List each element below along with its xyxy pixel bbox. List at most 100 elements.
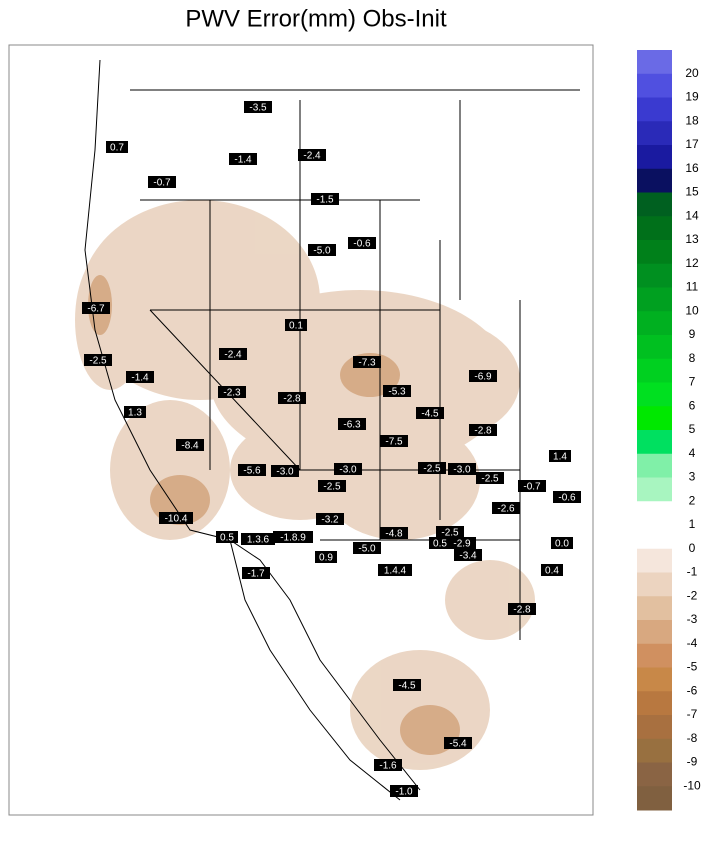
station-label-bg [416, 407, 444, 419]
station-label: -6.9 [474, 372, 492, 383]
colorbar-label: -1 [687, 565, 698, 579]
station-label-bg [518, 480, 546, 492]
colorbar-label: 17 [685, 137, 699, 151]
colorbar-label: 9 [689, 327, 696, 341]
station-label-bg [229, 153, 257, 165]
colorbar: 20191817161514131211109876543210-1-2-3-4… [637, 50, 701, 811]
colorbar-label: 4 [689, 446, 696, 460]
station-label-bg [448, 537, 476, 549]
station-label-bg [448, 463, 476, 475]
station-label-bg [454, 549, 482, 561]
station-label-bg [541, 564, 563, 576]
colorbar-segment [637, 501, 672, 526]
station-labels: -3.5 0.7 -1.4 -2.4 -0.7 -1.5 -0.6 -5.0 -6.7 0.1 -2… [82, 101, 581, 798]
colorbar-label: -7 [687, 707, 698, 721]
colorbar-label: 10 [685, 303, 699, 317]
station-label: -10.4 [165, 514, 188, 525]
station-label-bg [298, 149, 326, 161]
colorbar-segment [637, 263, 672, 288]
station-label: -4.5 [398, 681, 416, 692]
station-label-bg [374, 759, 402, 771]
station-label-bg [348, 237, 376, 249]
station-label: -2.5 [441, 528, 459, 539]
station-label-bg [238, 464, 266, 476]
colorbar-label: 15 [685, 185, 699, 199]
colorbar-segment [637, 240, 672, 265]
station-label-bg [334, 463, 362, 475]
colorbar-segment [637, 762, 672, 787]
station-label-bg [148, 176, 176, 188]
station-label: -5.0 [358, 544, 376, 555]
station-label: 0.4 [545, 566, 559, 577]
station-label: -3.4 [459, 551, 477, 562]
colorbar-label: -10 [683, 778, 701, 792]
station-label-bg [82, 302, 110, 314]
station-label-bg [469, 370, 497, 382]
colorbar-label: -8 [687, 731, 698, 745]
station-label: -1.6 [379, 761, 397, 772]
colorbar-label: 16 [685, 161, 699, 175]
colorbar-segment [637, 121, 672, 146]
station-label-bg [241, 533, 275, 545]
colorbar-segment [637, 786, 672, 811]
colorbar-segment [637, 335, 672, 360]
colorbar-label: -9 [687, 755, 698, 769]
station-label: -2.8 [474, 426, 492, 437]
colorbar-segment [637, 572, 672, 597]
colorbar-segment [637, 73, 672, 98]
station-label-bg [476, 472, 504, 484]
station-label: -6.3 [343, 420, 361, 431]
colorbar-label: 3 [689, 470, 696, 484]
colorbar-segment [637, 525, 672, 550]
colorbar-segment [637, 216, 672, 241]
colorbar-segment [637, 406, 672, 431]
station-label-bg [353, 542, 381, 554]
station-label-bg [311, 193, 339, 205]
station-label: -3.2 [321, 515, 339, 526]
station-label: -2.4 [224, 350, 242, 361]
colorbar-label: -3 [687, 612, 698, 626]
station-label-bg [553, 491, 581, 503]
station-label: -1.0 [395, 787, 413, 798]
station-label: -0.6 [558, 493, 576, 504]
station-label-bg [124, 406, 146, 418]
station-label: -8.4 [181, 441, 199, 452]
station-label: -2.8 [513, 605, 531, 616]
station-label-bg [278, 392, 306, 404]
station-label-bg [308, 244, 336, 256]
colorbar-segment [637, 145, 672, 170]
station-label: 0.0 [555, 539, 569, 550]
station-label: -5.0 [313, 246, 331, 257]
station-label: 0.5 [220, 533, 234, 544]
station-label-bg [551, 537, 573, 549]
station-label-bg [444, 737, 472, 749]
colorbar-label: 13 [685, 232, 699, 246]
station-label-bg [244, 101, 272, 113]
colorbar-label: 14 [685, 208, 699, 222]
title: PWV Error(mm) Obs-Init [185, 5, 447, 32]
station-label: 1.3.6 [247, 535, 270, 546]
colorbar-label: 6 [689, 398, 696, 412]
colorbar-segment [637, 311, 672, 336]
station-label: -7.5 [385, 437, 403, 448]
station-label: 0.7 [110, 143, 124, 154]
station-label: 0.9 [319, 553, 333, 564]
station-label-bg [508, 603, 536, 615]
station-label-bg [390, 785, 418, 797]
station-label: 1.3 [128, 408, 142, 419]
station-label-bg [436, 526, 464, 538]
station-label-bg [469, 424, 497, 436]
station-label: -1.4 [234, 155, 252, 166]
station-label: -0.6 [353, 239, 371, 250]
station-label: -2.5 [89, 356, 107, 367]
colorbar-segment [637, 192, 672, 217]
colorbar-label: 11 [686, 280, 699, 294]
colorbar-segment [637, 620, 672, 645]
colorbar-label: 0 [689, 541, 696, 555]
station-label: -5.4 [449, 739, 467, 750]
station-label: -1.8.9 [280, 533, 306, 544]
station-label-bg [318, 480, 346, 492]
colorbar-segment [637, 477, 672, 502]
station-label: -0.7 [523, 482, 541, 493]
colorbar-label: -4 [687, 636, 698, 650]
